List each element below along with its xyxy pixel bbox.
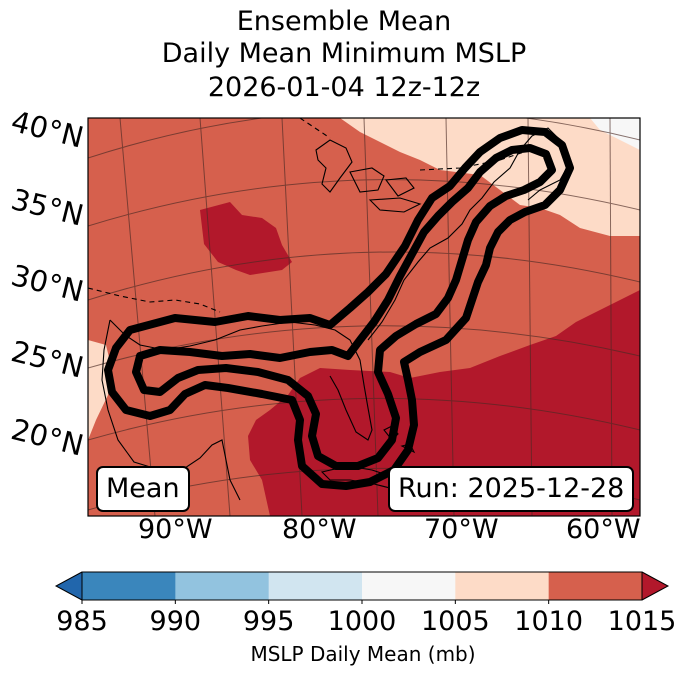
colorbar-segment: [455, 572, 550, 600]
colorbar-tick-label: 1015: [607, 606, 677, 637]
colorbar: [54, 571, 670, 604]
title-line-1: Ensemble Mean: [236, 6, 452, 37]
colorbar-segment: [362, 572, 456, 600]
colorbar-tick-label: 1000: [327, 606, 397, 637]
colorbar-frame: [81, 571, 643, 601]
mean-contour-outline: [104, 126, 574, 490]
colorbar-tick-label: 1005: [420, 606, 490, 637]
mean-label-box: Mean: [96, 466, 190, 512]
canada-border: [299, 118, 531, 171]
colorbar-under-arrow: [56, 572, 82, 600]
great-lakes: [315, 139, 422, 213]
mslp-field-1015-blob: [200, 202, 292, 275]
colorbar-tick-label: 995: [242, 606, 295, 637]
title-line-2: Daily Mean Minimum MSLP: [161, 38, 527, 69]
run-date-label-box: Run: 2025-12-28: [388, 466, 635, 512]
map-frame: [87, 117, 641, 517]
mslp-field-1015-southeast: [248, 290, 640, 516]
colorbar-segment: [268, 572, 363, 600]
colorbar-segment: [175, 572, 270, 600]
title-line-3: 2026-01-04 12z-12z: [207, 72, 481, 103]
colorbar-arrow-outline-right: [641, 571, 670, 601]
colorbar-arrow-outline: [54, 571, 83, 601]
lon-label-90w: 90°W: [138, 514, 213, 545]
lon-label-60w: 60°W: [566, 514, 641, 545]
colorbar-tick-label: 985: [56, 606, 108, 637]
colorbar-title: MSLP Daily Mean (mb): [250, 642, 476, 666]
lon-label-70w: 70°W: [424, 514, 499, 545]
colorbar-segment: [548, 572, 643, 600]
colorbar-over-arrow: [642, 572, 668, 600]
lon-label-80w: 80°W: [282, 514, 357, 545]
colorbar-tick-label: 1010: [514, 606, 584, 637]
colorbar-tick-label: 990: [149, 606, 202, 637]
country-border: [88, 287, 221, 313]
colorbar-segment: [82, 572, 176, 600]
